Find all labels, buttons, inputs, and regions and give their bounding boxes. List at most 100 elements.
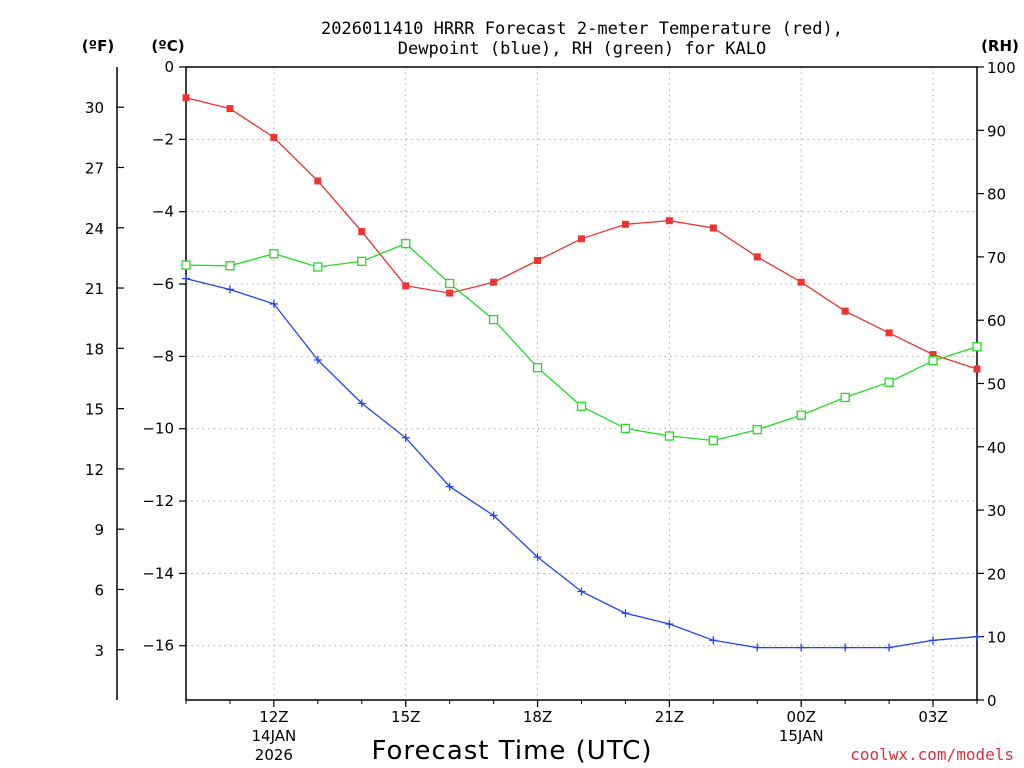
rh-tick-label: 70 (987, 249, 1006, 267)
dewpoint-point (577, 587, 586, 596)
celsius-tick-label: −6 (152, 275, 174, 293)
rh-tick-label: 20 (987, 565, 1006, 583)
fahrenheit-tick-label: 24 (85, 220, 104, 238)
fahrenheit-unit-label: (ºF) (82, 37, 114, 55)
temperature-point (929, 351, 937, 359)
temperature-point (446, 289, 454, 297)
rh-point (664, 431, 675, 441)
fahrenheit-tick-label: 27 (85, 159, 104, 177)
dewpoint-point (841, 643, 850, 652)
temperature-point (226, 105, 234, 113)
rh-line (185, 242, 978, 442)
celsius-tick-label: −4 (152, 203, 174, 221)
temperature-point (358, 228, 366, 236)
rh-tick-label: 40 (987, 439, 1006, 457)
fahrenheit-tick-label: 9 (94, 521, 104, 539)
fahrenheit-tick-label: 15 (85, 401, 104, 419)
temperature-point (709, 224, 717, 232)
dewpoint-point (182, 274, 190, 283)
rh-point (576, 401, 587, 411)
rh-point (884, 377, 894, 387)
temperature-point (621, 220, 629, 228)
dewpoint-point (885, 643, 894, 652)
rh-point (972, 342, 982, 352)
temperature-point (270, 134, 278, 142)
dewpoint-point (269, 299, 278, 308)
rh-point (357, 256, 367, 266)
rh-tick-label: 30 (987, 502, 1006, 520)
rh-tick-label: 80 (987, 186, 1006, 204)
fahrenheit-tick-label: 21 (85, 280, 104, 298)
fahrenheit-tick-label: 3 (94, 642, 104, 660)
temperature-point (665, 217, 673, 225)
fahrenheit-tick-label: 12 (85, 461, 104, 479)
temperature-line (185, 97, 978, 370)
rh-point (928, 356, 938, 366)
temperature-point (841, 307, 849, 315)
rh-tick-label: 10 (987, 629, 1006, 647)
x-tick-label: 12Z (259, 708, 288, 726)
x-tick-date-label: 15JAN (779, 727, 824, 745)
x-tick-label: 21Z (655, 708, 684, 726)
celsius-tick-label: −10 (142, 420, 174, 438)
chart-title-line-2: Dewpoint (blue), RH (green) for KALO (398, 39, 766, 59)
dewpoint-point (753, 643, 762, 652)
temperature-point (490, 278, 498, 286)
plot-frame (185, 66, 978, 701)
temperature-point (402, 282, 410, 290)
grid-lines (186, 66, 977, 700)
celsius-unit-label: (ºC) (151, 37, 184, 55)
dewpoint-point (445, 482, 454, 491)
rh-tick-label: 100 (987, 59, 1016, 77)
rh-tick-label: 90 (987, 122, 1006, 140)
rh-tick-label: 0 (987, 692, 997, 710)
temperature-point (753, 253, 761, 261)
rh-point (840, 392, 850, 403)
celsius-tick-label: −14 (142, 564, 174, 582)
temperature-point (182, 94, 190, 102)
rh-point (269, 249, 279, 259)
rh-tick-label: 50 (987, 376, 1006, 394)
temperature-point (885, 329, 893, 337)
axis-ticks: 0 −2 −4 −6 −8 −10 −12 −14 −16 30 27 24 21 18 15 12 9 6 3 10… (85, 58, 1016, 764)
data-series (181, 94, 982, 652)
temperature-point (578, 235, 585, 243)
rh-point (620, 423, 631, 434)
celsius-tick-label: −8 (152, 347, 174, 365)
celsius-tick-label: −2 (152, 130, 174, 148)
credit-link[interactable]: coolwx.com/models (850, 745, 1014, 764)
temperature-point (797, 278, 805, 286)
dewpoint-point (489, 511, 498, 520)
dewpoint-point (709, 636, 718, 645)
celsius-tick-label: −16 (142, 637, 174, 655)
x-tick-year-label: 2026 (255, 746, 293, 764)
rh-point (752, 425, 762, 435)
fahrenheit-tick-label: 30 (85, 99, 104, 117)
dewpoint-point (797, 643, 806, 652)
rh-point (796, 410, 806, 420)
dewpoint-point (665, 620, 674, 629)
x-tick-label: 18Z (523, 708, 552, 726)
dewpoint-point (313, 355, 322, 364)
dewpoint-point (225, 285, 234, 294)
rh-point (532, 363, 543, 373)
x-tick-label: 00Z (787, 708, 816, 726)
rh-point (313, 262, 323, 272)
temperature-point (534, 257, 542, 265)
temperature-point (973, 365, 981, 373)
rh-point (181, 260, 191, 270)
x-tick-date-label: 14JAN (252, 727, 297, 745)
rh-point (708, 435, 718, 446)
temperature-point (314, 177, 322, 185)
rh-point (401, 238, 411, 249)
rh-point (225, 261, 235, 271)
rh-tick-label: 60 (987, 312, 1006, 330)
celsius-tick-label: −12 (142, 492, 174, 510)
celsius-tick-label: 0 (164, 58, 174, 76)
x-axis-title: Forecast Time (UTC) (371, 736, 652, 766)
x-tick-label: 15Z (391, 708, 420, 726)
dewpoint-point (401, 433, 410, 442)
rh-unit-label: (RH) (981, 37, 1019, 55)
rh-point (445, 278, 455, 289)
